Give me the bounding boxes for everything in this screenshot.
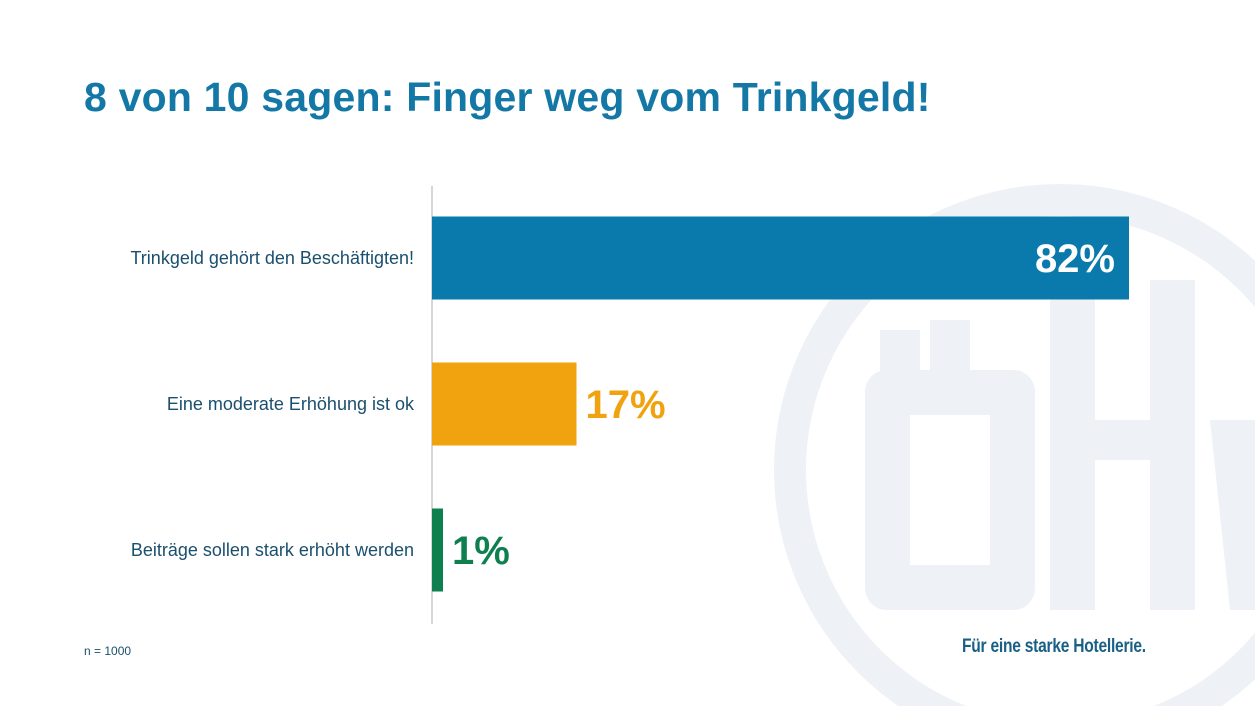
category-label-1: Trinkgeld gehört den Beschäftigten! xyxy=(130,248,414,268)
value-label-1: 82% xyxy=(1035,237,1115,281)
brand-slogan: Für eine starke Hotellerie. xyxy=(962,636,1146,657)
category-label-3: Beiträge sollen stark erhöht werden xyxy=(131,540,414,560)
bar-3 xyxy=(432,508,443,592)
bar-2 xyxy=(432,362,577,446)
category-label-2: Eine moderate Erhöhung ist ok xyxy=(167,394,415,414)
bar-1 xyxy=(432,216,1129,300)
value-label-3: 1% xyxy=(452,529,510,573)
chart-title: 8 von 10 sagen: Finger weg vom Trinkgeld… xyxy=(84,74,931,120)
sample-size-note: n = 1000 xyxy=(84,644,132,658)
value-label-2: 17% xyxy=(586,383,666,427)
